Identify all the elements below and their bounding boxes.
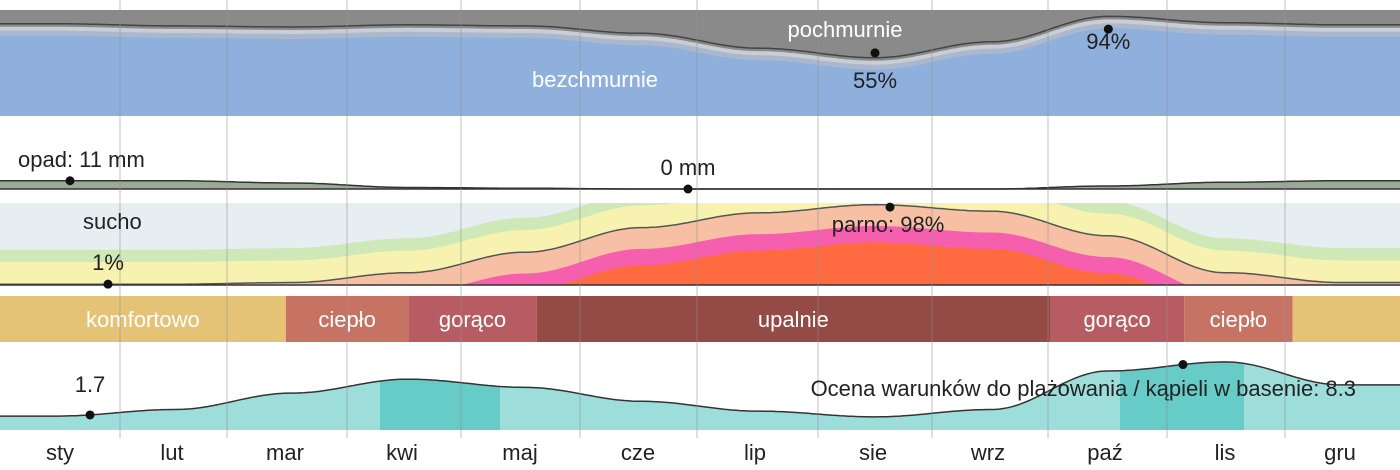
month-gridlines (119, 0, 1286, 438)
month-label-4: maj (502, 440, 537, 465)
precipitation-panel (0, 180, 1400, 190)
beach-score-panel (0, 361, 1400, 430)
cloud-min-marker (870, 48, 880, 58)
precipitation-min-marker (683, 184, 693, 194)
temperature-label-5: ciepło (1210, 307, 1267, 332)
month-label-11: gru (1324, 440, 1356, 465)
month-label-1: lut (160, 440, 183, 465)
month-label-3: kwi (386, 440, 418, 465)
month-label-5: cze (621, 440, 655, 465)
month-label-9: paź (1087, 440, 1122, 465)
cloudy-label: pochmurnie (788, 17, 903, 42)
beach-score-best-1 (1120, 361, 1244, 430)
beach-score-best-0 (380, 379, 500, 430)
precipitation-area (0, 180, 1400, 189)
month-label-10: lis (1215, 440, 1236, 465)
precipitation-max-marker (65, 176, 75, 186)
temperature-segment-0 (0, 296, 286, 342)
humidity-panel (0, 203, 1400, 286)
beach-score-min-label: 1.7 (75, 372, 106, 397)
humidity-max-label: parno: 98% (832, 212, 945, 237)
humidity-min-marker (103, 279, 113, 289)
month-axis: sty lut mar kwi maj cze lip sie wrz paź lis gru (46, 440, 1356, 465)
month-label-6: lip (744, 440, 766, 465)
dry-label: sucho (83, 209, 142, 234)
cloud-min-label: 55% (853, 68, 897, 93)
humidity-max-marker (885, 202, 895, 212)
beach-score-area (0, 361, 1400, 430)
clear-label: bezchmurnie (532, 67, 658, 92)
temperature-segment-2 (408, 296, 537, 342)
temperature-segment-3 (536, 296, 1050, 342)
temperature-segment-6 (1292, 296, 1400, 342)
beach-score-max-label: Ocena warunków do plażowania / kąpieli w… (811, 376, 1356, 401)
month-label-0: sty (46, 440, 74, 465)
month-label-7: sie (859, 440, 887, 465)
humidity-min-label: 1% (92, 250, 124, 275)
temperature-segment-4 (1050, 296, 1185, 342)
humidity-band-orange (0, 242, 1400, 285)
cloud-panel (0, 10, 1400, 116)
precipitation-max-label: opad: 11 mm (18, 147, 145, 172)
beach-score-max-marker (1178, 360, 1188, 370)
temperature-label-2: gorąco (439, 307, 506, 332)
chart-annotations: pochmurnie bezchmurnie 55% 94% opad: 11 mm 0 … (18, 17, 1356, 420)
precipitation-min-label: 0 mm (661, 155, 716, 180)
temperature-segment-5 (1184, 296, 1293, 342)
beach-score-min-marker (85, 410, 95, 420)
month-label-8: wrz (970, 440, 1005, 465)
cloud-max-marker (1103, 24, 1113, 34)
temperature-label-3: upalnie (758, 307, 829, 332)
month-label-2: mar (266, 440, 304, 465)
temperature-label-4: gorąco (1083, 307, 1150, 332)
temperature-panel: komfortowo ciepło gorąco upalnie gorąco ciepł… (0, 296, 1400, 342)
cloud-max-label: 94% (1086, 29, 1130, 54)
temperature-label-0: komfortowo (86, 307, 200, 332)
clear-area (0, 28, 1400, 116)
